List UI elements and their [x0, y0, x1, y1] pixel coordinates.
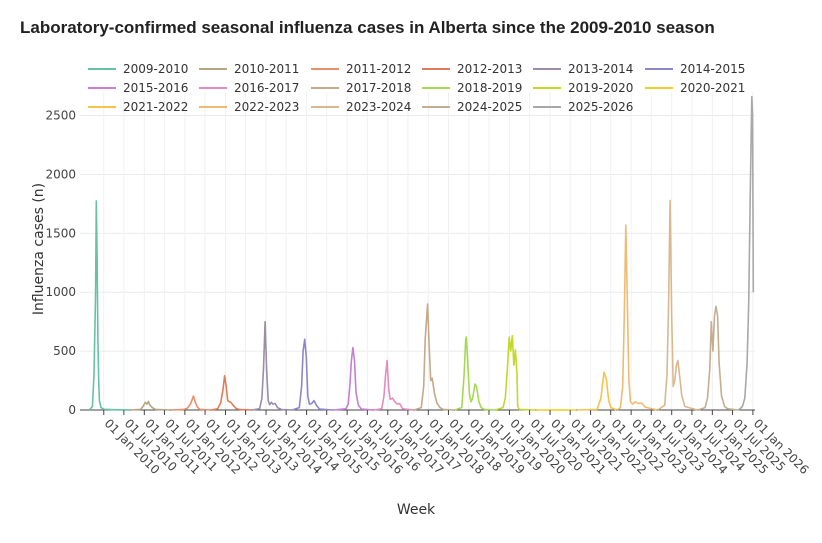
y-axis-label: Influenza cases (n): [31, 183, 47, 315]
series-line: [454, 336, 496, 411]
legend-label: 2013-2014: [568, 62, 633, 76]
series-line: [414, 303, 455, 411]
legend-label: 2020-2021: [680, 81, 745, 95]
legend-item: 2019-2020: [533, 81, 633, 95]
series-line: [494, 335, 536, 411]
legend-item: 2011-2012: [311, 62, 411, 76]
y-tick-label: 2500: [45, 109, 76, 123]
legend-label: 2015-2016: [123, 81, 188, 95]
y-tick-label: 0: [68, 403, 76, 417]
legend-label: 2021-2022: [123, 100, 188, 114]
legend-item: 2025-2026: [533, 100, 633, 114]
legend-label: 2012-2013: [457, 62, 522, 76]
legend-label: 2023-2024: [346, 100, 411, 114]
legend-item: 2020-2021: [645, 81, 745, 95]
series-line: [616, 224, 658, 411]
series-line: [576, 371, 617, 411]
chart-title: Laboratory-confirmed seasonal influenza …: [20, 18, 715, 37]
series-line: [170, 395, 211, 411]
legend-item: 2010-2011: [199, 62, 299, 76]
legend-label: 2016-2017: [234, 81, 299, 95]
legend-item: 2012-2013: [422, 62, 522, 76]
legend-item: 2013-2014: [533, 62, 633, 76]
y-tick-label: 2000: [45, 167, 76, 181]
grid-lines: [80, 92, 755, 410]
legend-label: 2018-2019: [457, 81, 522, 95]
legend-label: 2025-2026: [568, 100, 633, 114]
y-ticks: 0 500 1000 1500 2000 2500: [45, 109, 76, 417]
legend-item: 2016-2017: [199, 81, 299, 95]
legend-label: 2017-2018: [346, 81, 411, 95]
legend-item: 2023-2024: [311, 100, 411, 114]
legend-label: 2024-2025: [457, 100, 522, 114]
y-tick-label: 1500: [45, 226, 76, 240]
series-line: [373, 359, 414, 411]
legend-item: 2022-2023: [199, 100, 299, 114]
series-lines: [88, 95, 755, 411]
series-line: [333, 346, 374, 411]
series-line: [657, 199, 698, 411]
series-line: [738, 95, 755, 411]
legend-item: 2017-2018: [311, 81, 411, 95]
series-line: [130, 400, 171, 411]
legend-label: 2010-2011: [234, 62, 299, 76]
legend-label: 2009-2010: [123, 62, 188, 76]
x-axis-label: Week: [397, 502, 436, 518]
legend-label: 2019-2020: [568, 81, 633, 95]
y-tick-label: 1000: [45, 285, 76, 299]
series-line: [292, 338, 333, 411]
series-line: [88, 200, 130, 411]
legend-item: 2014-2015: [645, 62, 745, 76]
legend-item: 2021-2022: [88, 100, 188, 114]
y-tick-label: 500: [53, 344, 76, 358]
series-line: [211, 375, 252, 411]
legend-item: 2018-2019: [422, 81, 522, 95]
series-line: [697, 305, 739, 411]
legend-item: 2024-2025: [422, 100, 522, 114]
legend-label: 2014-2015: [680, 62, 745, 76]
legend-label: 2022-2023: [234, 100, 299, 114]
legend-label: 2011-2012: [346, 62, 411, 76]
series-line: [251, 320, 293, 411]
legend-item: 2009-2010: [88, 62, 188, 76]
legend-item: 2015-2016: [88, 81, 188, 95]
legend: 2009-2010 2010-2011 2011-2012 2012-2013 2013…: [88, 62, 745, 114]
